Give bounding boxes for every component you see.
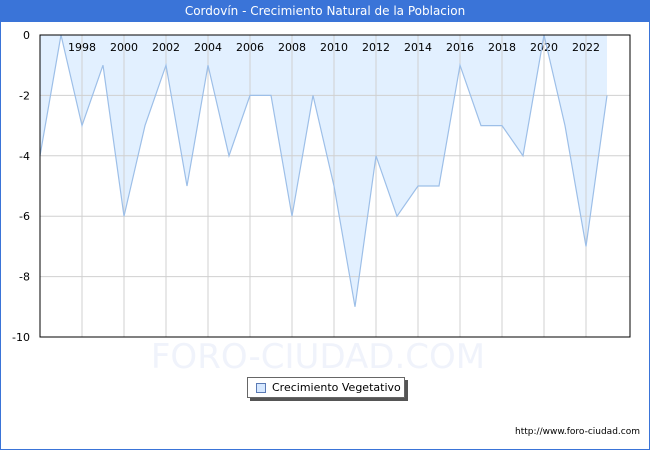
series-line	[39, 34, 608, 307]
x-tick-label: 2006	[236, 41, 264, 54]
y-tick-label: -8	[19, 271, 30, 284]
x-tick-label: 2020	[530, 41, 558, 54]
x-tick-label: 2004	[194, 41, 222, 54]
legend: Crecimiento Vegetativo	[247, 377, 405, 398]
y-tick-label: -10	[12, 331, 30, 344]
y-tick-label: -6	[19, 210, 30, 223]
chart-title: Cordovín - Crecimiento Natural de la Pob…	[0, 0, 650, 22]
x-tick-label: 1998	[68, 41, 96, 54]
y-tick-label: -2	[19, 89, 30, 102]
x-tick-label: 2016	[446, 41, 474, 54]
legend-swatch-icon	[256, 383, 266, 393]
legend-label: Crecimiento Vegetativo	[272, 381, 401, 394]
source-url: http://www.foro-ciudad.com	[515, 427, 640, 437]
x-tick-label: 2012	[362, 41, 390, 54]
plot-border	[39, 34, 631, 338]
x-tick-label: 2002	[152, 41, 180, 54]
y-tick-label: 0	[23, 29, 30, 42]
x-tick-label: 2008	[278, 41, 306, 54]
area-fill	[40, 35, 607, 307]
x-tick-label: 2022	[572, 41, 600, 54]
x-tick-label: 2010	[320, 41, 348, 54]
watermark: FORO-CIUDAD.COM	[151, 337, 485, 377]
x-tick-label: 2018	[488, 41, 516, 54]
x-tick-label: 2000	[110, 41, 138, 54]
y-tick-label: -4	[19, 150, 30, 163]
x-tick-label: 2014	[404, 41, 432, 54]
